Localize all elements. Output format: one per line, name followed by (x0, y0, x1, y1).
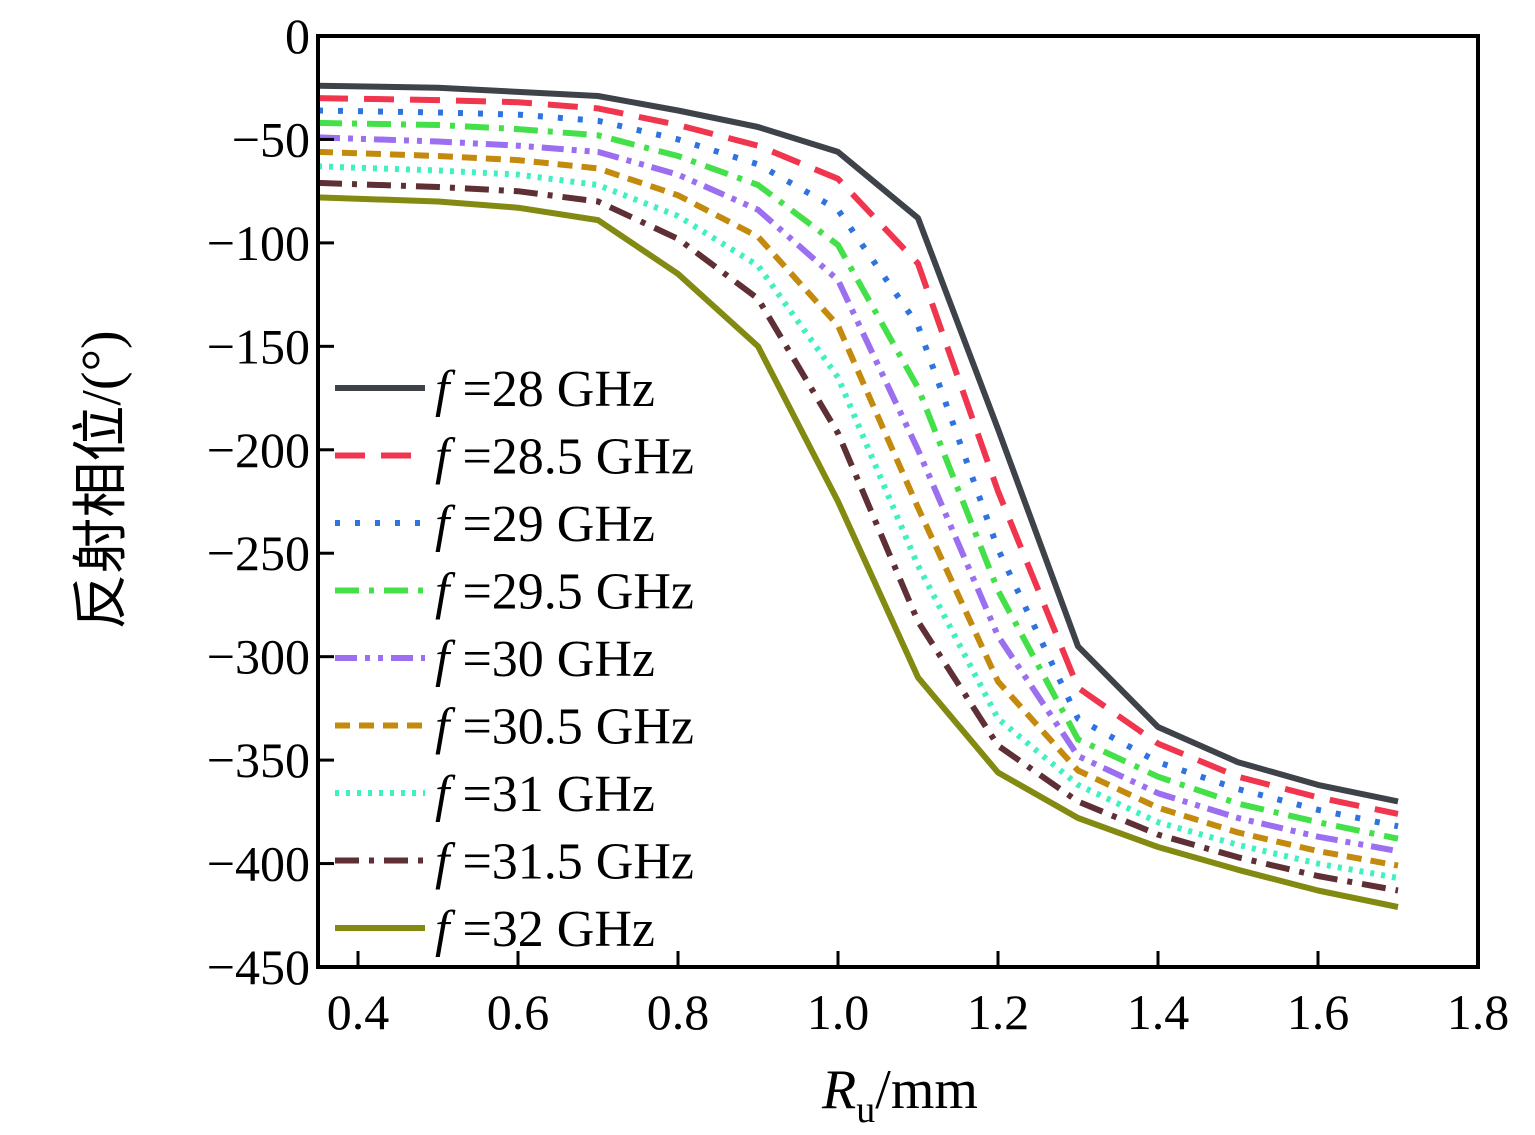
legend-label-3: f =29 GHz (435, 496, 655, 553)
y-tick-label: 0 (285, 8, 310, 64)
x-axis-title: Ru/mm (821, 1059, 978, 1131)
legend-label-6: f =30.5 GHz (435, 699, 694, 756)
legend-label-variable: f (435, 766, 462, 823)
y-tick-label: −200 (207, 422, 310, 478)
series-layer (317, 82, 1399, 910)
y-tick-label: −400 (207, 836, 310, 892)
x-axis-title-unit: /mm (875, 1059, 978, 1121)
y-tick-label: −250 (207, 525, 310, 581)
legend-label-variable: f (435, 564, 462, 621)
legend-label-variable: f (435, 361, 462, 418)
y-tick-label: −350 (207, 732, 310, 788)
legend-label-variable: f (435, 699, 462, 756)
y-tick-label: −50 (232, 111, 310, 167)
legend-label-value: =29 GHz (462, 496, 655, 553)
legend-label-5: f =30 GHz (435, 631, 655, 688)
plot-frame (316, 34, 1480, 969)
x-tick-label: 0.6 (487, 984, 550, 1040)
legend-label-9: f =32 GHz (435, 901, 655, 958)
y-tick-label: −300 (207, 629, 310, 685)
series-line-1 (317, 82, 1399, 805)
legend-label-value: =31 GHz (462, 766, 655, 823)
x-tick-label: 1.6 (1287, 984, 1350, 1040)
series-line-9 (317, 194, 1399, 910)
legend-label-variable: f (435, 429, 462, 486)
x-tick-label: 1.2 (967, 984, 1030, 1040)
legend-label-value: =28 GHz (462, 361, 655, 418)
x-tick-label: 1.8 (1447, 984, 1510, 1040)
y-axis-title: 反射相位/(°) (71, 330, 133, 629)
legend-label-value: =31.5 GHz (462, 834, 694, 891)
x-tick-label: 0.4 (327, 984, 390, 1040)
series-line-2 (317, 95, 1399, 817)
legend-label-2: f =28.5 GHz (435, 429, 694, 486)
legend-label-value: =28.5 GHz (462, 429, 694, 486)
series-line-6 (317, 148, 1399, 869)
legend-label-1: f =28 GHz (435, 361, 655, 418)
x-axis-title-variable: R (821, 1059, 856, 1121)
series-line-5 (317, 134, 1399, 855)
x-tick-label: 1.4 (1127, 984, 1190, 1040)
legend-label-variable: f (435, 901, 462, 958)
legend-label-variable: f (435, 631, 462, 688)
legend-label-8: f =31.5 GHz (435, 834, 694, 891)
legend-label-4: f =29.5 GHz (435, 564, 694, 621)
legend-label-variable: f (435, 834, 462, 891)
x-axis-title-subscript: u (856, 1089, 875, 1131)
legend-label-value: =29.5 GHz (462, 564, 694, 621)
series-line-4 (317, 119, 1399, 842)
legend-label-variable: f (435, 496, 462, 553)
tick-layer: 0.4 0.6 0.8 1.0 1.2 1.4 1.6 1.8 0 −50 −100 −150 −200… (207, 8, 1509, 1040)
x-tick-label: 0.8 (647, 984, 710, 1040)
y-tick-label: −450 (207, 939, 310, 995)
x-tick-label: 1.0 (807, 984, 870, 1040)
legend-label-value: =32 GHz (462, 901, 655, 958)
y-tick-label: −100 (207, 215, 310, 271)
legend-label-7: f =31 GHz (435, 766, 655, 823)
legend-label-value: =30 GHz (462, 631, 655, 688)
y-tick-label: −150 (207, 318, 310, 374)
series-line-8 (317, 179, 1399, 894)
legend-label-value: =30.5 GHz (462, 699, 694, 756)
